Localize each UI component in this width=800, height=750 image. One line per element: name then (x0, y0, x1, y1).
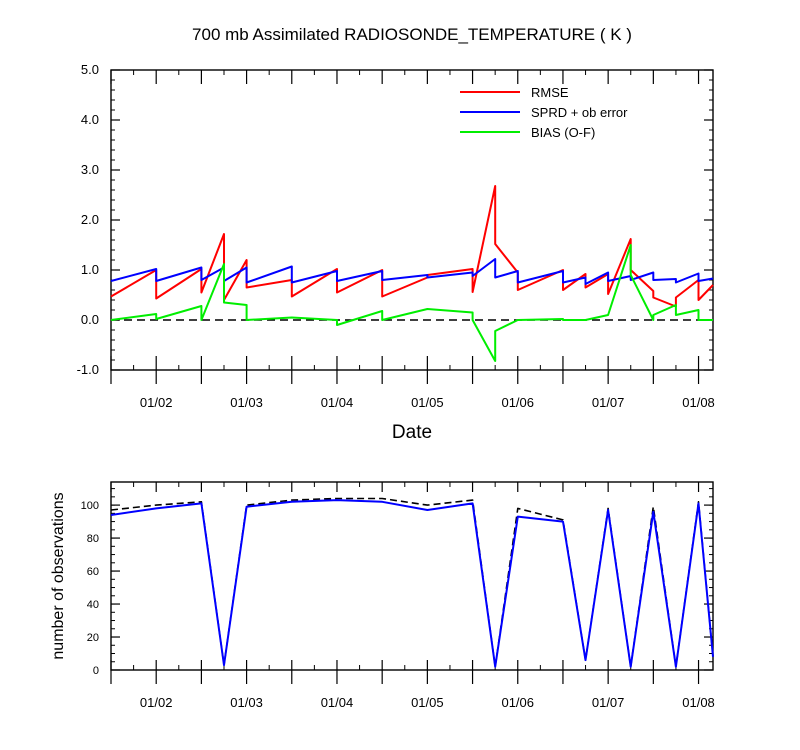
y-tick-label: 80 (87, 533, 99, 545)
top-plot-area: -1.0 0.0 1.0 2.0 3.0 4.0 5.0 01/02 01/03 01/04 01/… (77, 25, 715, 443)
y-tick-label: 100 (81, 500, 99, 512)
y-tick-label: 60 (87, 566, 99, 578)
series-line-possible-observations (110, 497, 714, 668)
y-tick-label: 2.0 (81, 212, 99, 227)
bottom-plot-area: 0 20 40 60 80 100 01/02 01/03 01/04 01/05 01/06 01/… (50, 481, 715, 710)
x-tick-label: 01/08 (682, 395, 715, 410)
x-tick-label: 01/06 (501, 695, 534, 710)
x-tick-label: 01/02 (140, 695, 173, 710)
y-axis-label: number of observations (50, 492, 67, 659)
x-tick-label: 01/04 (321, 395, 354, 410)
plot-frame-1 (110, 481, 714, 671)
series-line-assimilated-observations (110, 499, 714, 668)
series-line-sprd-ob-error (110, 258, 714, 285)
y-tick-label: 4.0 (81, 112, 99, 127)
y-tick-label: 5.0 (81, 62, 99, 77)
series-line-bias-o-f- (110, 244, 713, 362)
y-tick-label: 40 (87, 599, 99, 611)
y-tick-label: -1.0 (77, 362, 99, 377)
x-tick-label: 01/05 (411, 395, 444, 410)
x-tick-label: 01/03 (230, 695, 263, 710)
x-tick-label: 01/04 (321, 695, 354, 710)
x-axis-label: Date (392, 422, 432, 443)
legend-label: BIAS (O-F) (531, 125, 595, 140)
legend-label: RMSE (531, 85, 569, 100)
x-tick-label: 01/07 (592, 695, 625, 710)
y-tick-label: 0.0 (81, 312, 99, 327)
y-tick-label: 1.0 (81, 262, 99, 277)
x-tick-label: 01/03 (230, 395, 263, 410)
series-line-rmse (110, 185, 714, 308)
y-tick-label: 20 (87, 632, 99, 644)
y-tick-label: 0 (93, 665, 99, 677)
x-tick-label: 01/02 (140, 395, 173, 410)
legend-label: SPRD + ob error (531, 105, 628, 120)
x-tick-label: 01/06 (501, 395, 534, 410)
chart-title: 700 mb Assimilated RADIOSONDE_TEMPERATUR… (192, 25, 632, 44)
x-tick-label: 01/07 (592, 395, 625, 410)
y-tick-label: 3.0 (81, 162, 99, 177)
x-tick-label: 01/08 (682, 695, 715, 710)
x-tick-label: 01/05 (411, 695, 444, 710)
